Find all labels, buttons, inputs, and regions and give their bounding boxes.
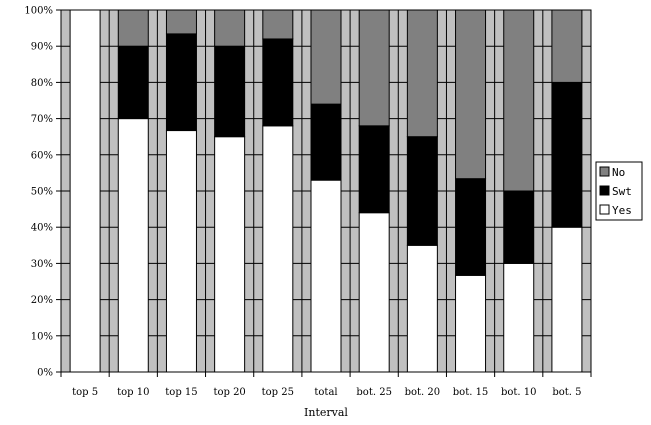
bar-segment-no [310, 9, 342, 105]
bar-segment-swt [214, 45, 246, 138]
bar-segment-yes [406, 244, 438, 373]
bar-segment-swt [310, 103, 342, 181]
bar-segment-no [551, 9, 583, 83]
legend-label-yes: Yes [612, 204, 632, 217]
x-tick-label: bot. 15 [453, 387, 489, 398]
y-tick-label: 20% [31, 295, 53, 306]
bar-segment-yes [455, 274, 487, 373]
y-tick-label: 70% [31, 114, 53, 125]
y-tick-label: 50% [31, 187, 53, 198]
bar-segment-swt [262, 38, 294, 127]
x-axis-title: Interval [304, 406, 348, 419]
bar-segment-yes [69, 9, 101, 373]
bar-segment-no [214, 9, 246, 47]
x-tick-label: bot. 10 [501, 387, 537, 398]
y-tick-label: 30% [31, 259, 53, 270]
bar-segment-yes [117, 118, 149, 373]
x-tick-label: top 20 [213, 387, 245, 398]
bar-segment-swt [358, 125, 390, 214]
x-axis: top 5 top 10 top 15 top 20 top 25 total bot. 2… [60, 371, 592, 398]
bar-segment-no [406, 9, 438, 138]
bar-segment-yes [551, 226, 583, 373]
x-tick-label: total [314, 387, 337, 398]
bar-segment-no [358, 9, 390, 127]
x-tick-label: top 5 [72, 387, 98, 398]
legend-label-no: No [612, 166, 625, 179]
bar-segment-yes [214, 136, 246, 373]
legend: No Swt Yes [595, 161, 643, 221]
y-tick-label: 80% [31, 78, 53, 89]
bar-segment-swt [165, 33, 197, 132]
bar-segment-no [117, 9, 149, 47]
y-tick-label: 100% [24, 6, 53, 17]
legend-swatch-no [599, 166, 610, 177]
bar-segment-yes [165, 130, 197, 373]
x-tick-label: top 15 [165, 387, 197, 398]
bar-segment-swt [503, 190, 535, 264]
x-tick-label: top 25 [262, 387, 294, 398]
bars [69, 9, 583, 373]
legend-swatch-swt [599, 185, 610, 196]
x-tick-label: bot. 5 [552, 387, 581, 398]
y-tick-label: 40% [31, 223, 53, 234]
bar-segment-swt [406, 136, 438, 246]
x-tick-label: bot. 25 [356, 387, 392, 398]
x-tick-label: bot. 20 [405, 387, 441, 398]
bar-segment-yes [358, 212, 390, 373]
y-tick-label: 10% [31, 331, 53, 342]
y-axis: 0% 10% 20% 30% 40% 50% 60% 70% 80% 90% 100% [24, 6, 62, 379]
bar-segment-yes [262, 125, 294, 373]
bar-segment-swt [117, 45, 149, 120]
bar-segment-swt [455, 178, 487, 276]
y-tick-label: 90% [31, 42, 53, 53]
bar-segment-no [503, 9, 535, 192]
legend-label-swt: Swt [612, 185, 632, 198]
bar-segment-yes [310, 179, 342, 373]
bar-segment-no [165, 9, 197, 35]
y-tick-label: 0% [37, 368, 53, 379]
legend-swatch-yes [599, 204, 610, 215]
x-tick-label: top 10 [117, 387, 149, 398]
bar-segment-yes [503, 262, 535, 373]
bar-segment-no [262, 9, 294, 40]
y-tick-label: 60% [31, 150, 53, 161]
bar-segment-swt [551, 81, 583, 228]
bar-segment-no [455, 9, 487, 180]
